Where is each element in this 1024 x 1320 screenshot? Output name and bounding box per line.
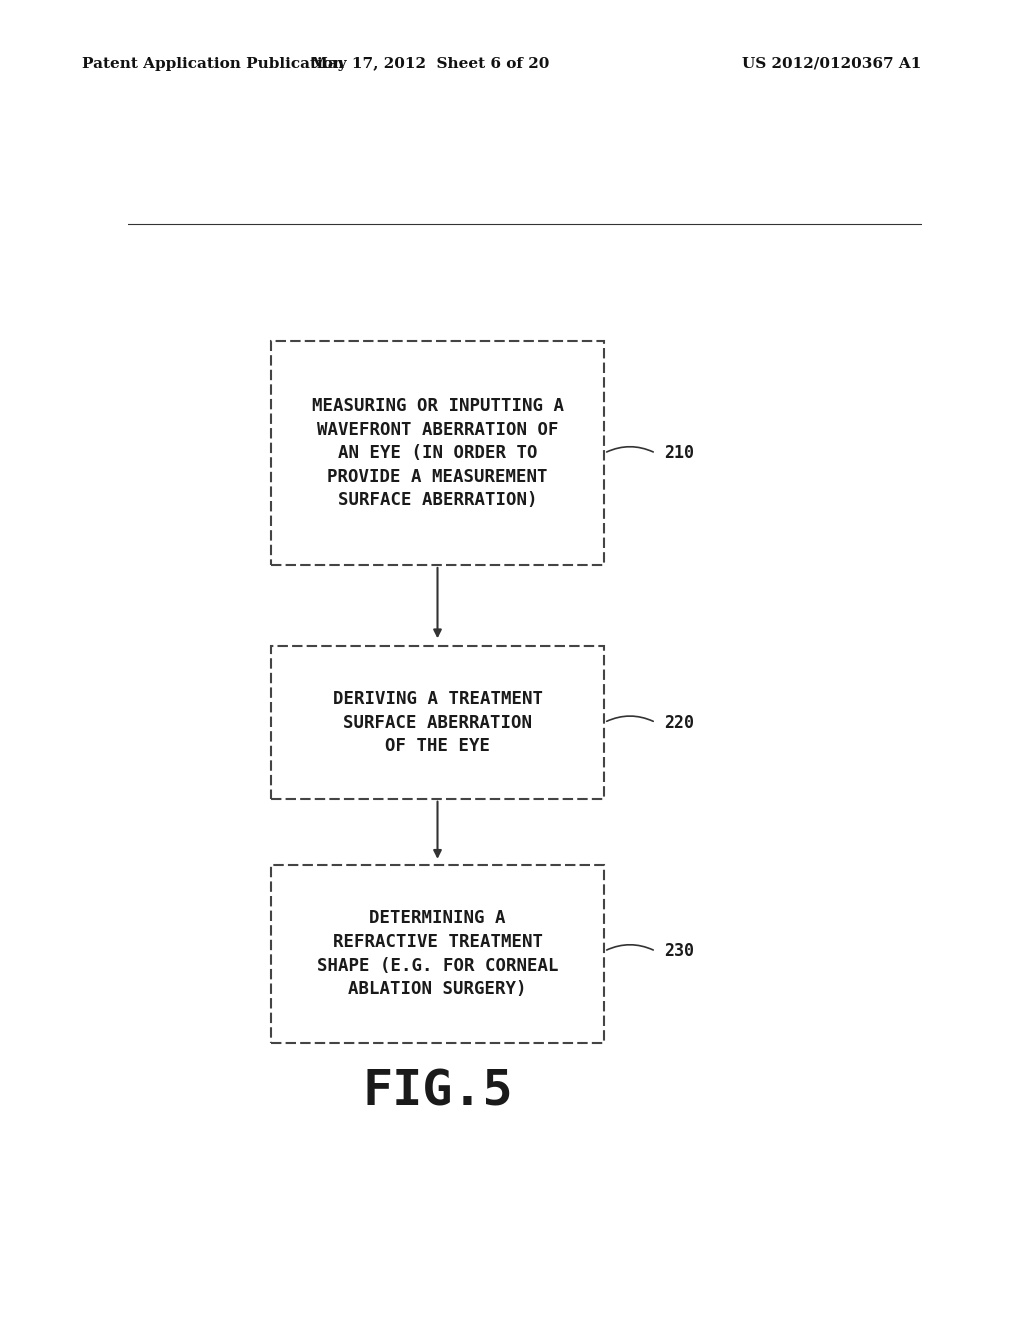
Text: US 2012/0120367 A1: US 2012/0120367 A1 [742,57,922,71]
FancyBboxPatch shape [270,865,604,1043]
Text: 230: 230 [664,942,693,960]
Text: FIG.5: FIG.5 [362,1068,513,1115]
Text: DETERMINING A
REFRACTIVE TREATMENT
SHAPE (E.G. FOR CORNEAL
ABLATION SURGERY): DETERMINING A REFRACTIVE TREATMENT SHAPE… [316,909,558,998]
FancyBboxPatch shape [270,342,604,565]
Text: DERIVING A TREATMENT
SURFACE ABERRATION
OF THE EYE: DERIVING A TREATMENT SURFACE ABERRATION … [333,690,543,755]
Text: Patent Application Publication: Patent Application Publication [82,57,344,71]
Text: MEASURING OR INPUTTING A
WAVEFRONT ABERRATION OF
AN EYE (IN ORDER TO
PROVIDE A M: MEASURING OR INPUTTING A WAVEFRONT ABERR… [311,397,563,510]
FancyBboxPatch shape [270,647,604,799]
Text: 220: 220 [664,714,693,731]
Text: 210: 210 [664,444,693,462]
Text: May 17, 2012  Sheet 6 of 20: May 17, 2012 Sheet 6 of 20 [311,57,549,71]
